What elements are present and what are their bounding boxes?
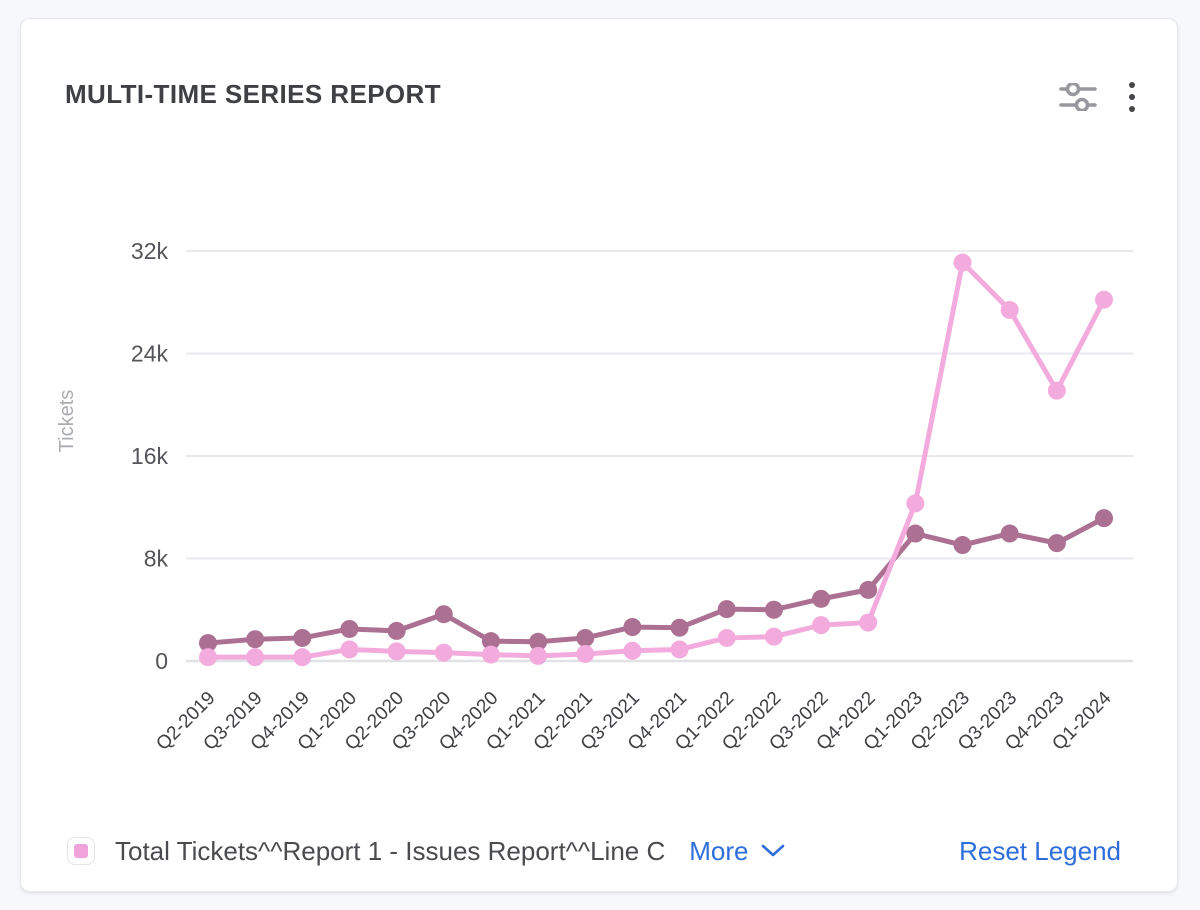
legend-swatch	[74, 844, 88, 858]
header-actions	[1057, 79, 1139, 115]
kebab-menu-icon	[1129, 82, 1135, 112]
data-point[interactable]	[340, 640, 359, 659]
data-point[interactable]	[293, 648, 312, 667]
y-tick-label: 24k	[131, 341, 169, 367]
chart-legend: Total Tickets^^Report 1 - Issues Report^…	[67, 829, 1121, 873]
data-point[interactable]	[953, 536, 972, 555]
data-point[interactable]	[1095, 290, 1113, 309]
data-point[interactable]	[623, 618, 642, 637]
data-point[interactable]	[1000, 300, 1019, 319]
data-point[interactable]	[1000, 524, 1019, 543]
series-line	[205, 260, 1107, 660]
data-point[interactable]	[434, 643, 453, 662]
data-point[interactable]	[764, 600, 783, 619]
legend-more-button[interactable]: More	[689, 836, 784, 867]
y-tick-label: 0	[155, 648, 168, 674]
data-point[interactable]	[812, 616, 831, 635]
data-point[interactable]	[576, 644, 595, 663]
data-point[interactable]	[670, 640, 689, 659]
card-header: MULTI-TIME SERIES REPORT	[65, 77, 1139, 115]
page-title: MULTI-TIME SERIES REPORT	[65, 79, 442, 109]
data-point[interactable]	[859, 580, 878, 599]
y-tick-label: 16k	[131, 443, 169, 469]
data-point[interactable]	[529, 646, 548, 665]
data-point[interactable]	[717, 600, 736, 619]
data-point[interactable]	[576, 628, 595, 647]
y-axis-title: Tickets	[56, 390, 78, 453]
more-label: More	[689, 835, 749, 866]
data-point[interactable]	[859, 613, 878, 632]
data-point[interactable]	[812, 589, 831, 608]
data-point[interactable]	[481, 645, 500, 664]
data-point[interactable]	[717, 628, 736, 647]
report-card: 0 8k 16k 24k 32k Tickets Q2-2019 Q3-2019 Q4-2019…	[20, 18, 1178, 892]
data-point[interactable]	[670, 618, 689, 637]
data-point[interactable]	[1047, 534, 1066, 553]
y-tick-label: 32k	[131, 238, 169, 264]
reset-legend-button[interactable]: Reset Legend	[959, 835, 1121, 866]
data-point[interactable]	[623, 641, 642, 660]
legend-item-total-tickets[interactable]: Total Tickets^^Report 1 - Issues Report^…	[67, 836, 665, 867]
data-point[interactable]	[1047, 381, 1066, 400]
data-point[interactable]	[953, 253, 972, 272]
legend-label: Total Tickets^^Report 1 - Issues Report^…	[115, 835, 666, 866]
data-point[interactable]	[1095, 509, 1113, 528]
data-point[interactable]	[481, 632, 500, 651]
data-point[interactable]	[906, 524, 925, 543]
data-point[interactable]	[529, 632, 548, 651]
data-point[interactable]	[199, 634, 217, 653]
data-point[interactable]	[387, 642, 406, 661]
data-point[interactable]	[387, 621, 406, 640]
y-tick-label: 8k	[144, 546, 169, 572]
data-point[interactable]	[764, 627, 783, 646]
data-point[interactable]	[293, 628, 312, 647]
legend-checkbox	[67, 837, 95, 865]
sliders-icon	[1059, 83, 1097, 111]
line-chart[interactable]: 08k16k24k32kTicketsQ2-2019Q3-2019Q4-2019…	[21, 19, 1179, 893]
data-point[interactable]	[906, 494, 925, 513]
data-point[interactable]	[434, 605, 453, 624]
data-point[interactable]	[340, 619, 359, 638]
data-point[interactable]	[246, 648, 265, 667]
chart-settings-button[interactable]	[1057, 81, 1099, 113]
more-options-menu-button[interactable]	[1125, 79, 1139, 115]
data-point[interactable]	[199, 648, 217, 667]
data-point[interactable]	[246, 630, 265, 649]
chevron-down-icon	[761, 844, 784, 857]
